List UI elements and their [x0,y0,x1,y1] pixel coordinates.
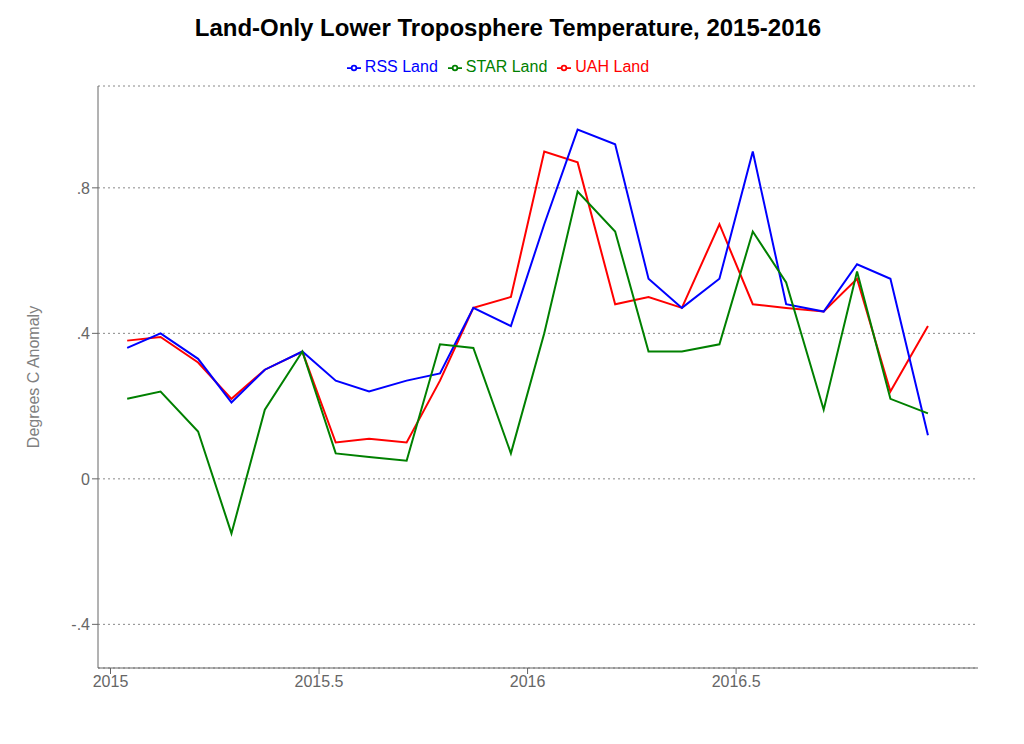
html-text:UAH Land: UAH Land [575,58,650,75]
svg-text:2016.5: 2016.5 [712,673,761,690]
svg-text:.8: .8 [77,180,90,197]
html-text:STAR Land: STAR Land [465,58,548,75]
svg-text:-.4: -.4 [71,616,90,633]
svg-text:2015.5: 2015.5 [295,673,344,690]
svg-text:2015: 2015 [93,673,129,690]
svg-text:2016: 2016 [510,673,546,690]
html-text:Land-Only Lower Troposphere Te: Land-Only Lower Troposphere Temperature,… [194,14,822,41]
svg-text:.4: .4 [77,325,90,342]
svg-text:Degrees C Anomaly: Degrees C Anomaly [25,306,42,448]
svg-text:0: 0 [81,471,90,488]
html-text:RSS Land: RSS Land [364,58,438,75]
